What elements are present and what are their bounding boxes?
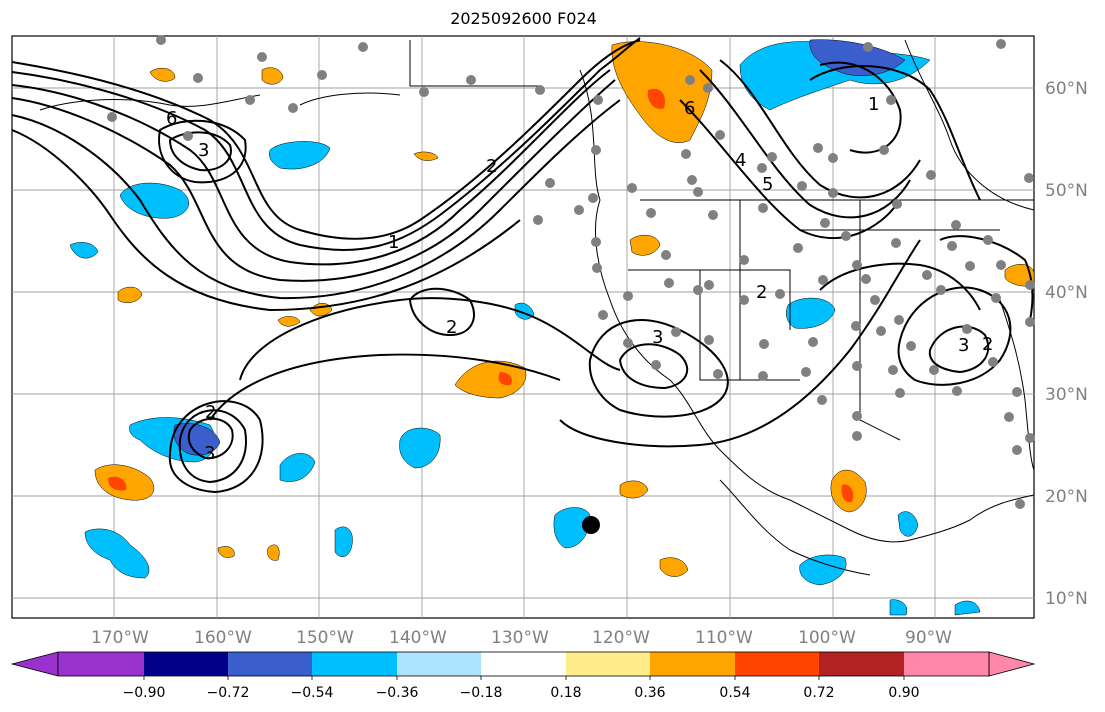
coastlines: [39, 39, 1035, 576]
station-dots: [107, 35, 1035, 509]
colorbar-tick-label: 0.36: [634, 685, 665, 701]
colorbar-max-extend: [988, 651, 1036, 677]
colorbar-segment: [481, 652, 566, 676]
lon-label: 100°W: [798, 628, 856, 648]
colorbar-segment: [735, 652, 819, 676]
colorbar-segment: [566, 652, 650, 676]
contour-label: 2: [486, 156, 497, 177]
colorbar-segment: [228, 652, 312, 676]
longitude-labels: 170°W 160°W 150°W 140°W 130°W 120°W 110°…: [91, 628, 952, 648]
contour-label: 2: [982, 334, 993, 355]
lon-label: 120°W: [592, 628, 650, 648]
contour-label: 4: [735, 150, 746, 171]
black-marker: [582, 516, 600, 534]
lon-label: 130°W: [491, 628, 549, 648]
contour-label: 3: [204, 443, 215, 464]
colorbar-tick-label: −0.18: [460, 685, 503, 701]
lat-label: 50°N: [1045, 181, 1088, 201]
lon-label: 150°W: [296, 628, 354, 648]
contour-label: 2: [756, 282, 767, 303]
contour-label: 5: [762, 174, 773, 195]
colorbar-segment: [904, 652, 989, 676]
lat-label: 20°N: [1045, 487, 1088, 507]
colorbar-tick-label: −0.72: [207, 685, 250, 701]
colorbar-segment: [58, 652, 144, 676]
contour-label: 2: [446, 317, 457, 338]
colorbar-tick-labels: −0.90 −0.72 −0.54 −0.36 −0.18 0.18 0.36 …: [123, 685, 920, 701]
lon-label: 160°W: [194, 628, 252, 648]
contour-label: 3: [958, 335, 969, 356]
colorbar-segment: [650, 652, 735, 676]
colorbar-segment: [312, 652, 397, 676]
lat-label: 60°N: [1045, 79, 1088, 99]
contour-lines: [11, 37, 1034, 494]
lon-label: 140°W: [389, 628, 447, 648]
lon-label: 90°W: [905, 628, 952, 648]
figure-title: 2025092600 F024: [450, 9, 597, 28]
contour-label: 1: [868, 94, 879, 115]
colorbar-tick-label: −0.36: [376, 685, 419, 701]
map-frame: [11, 35, 1035, 619]
lon-label: 110°W: [695, 628, 753, 648]
colorbar-segment: [819, 652, 904, 676]
colorbar-outline: [57, 651, 990, 677]
contour-label: 3: [198, 140, 209, 161]
gridlines: [12, 36, 1034, 618]
contour-label: 2: [205, 402, 216, 423]
lat-label: 40°N: [1045, 283, 1088, 303]
colorbar-tick-label: 0.18: [550, 685, 581, 701]
lon-label: 170°W: [91, 628, 149, 648]
lat-label: 10°N: [1045, 589, 1088, 609]
colorbar-tick-label: −0.54: [291, 685, 334, 701]
colorbar-segment: [397, 652, 481, 676]
colorbar-tick-label: 0.90: [888, 685, 919, 701]
contour-label-group: 6 3 1 2 2 3 2 3 6 4 5 1 2 3 2: [166, 94, 993, 464]
contour-label: 1: [388, 232, 399, 253]
colorbar: −0.90 −0.72 −0.54 −0.36 −0.18 0.18 0.36 …: [10, 651, 1036, 701]
lat-label: 30°N: [1045, 385, 1088, 405]
latitude-labels: 60°N 50°N 40°N 30°N 20°N 10°N: [1045, 79, 1088, 609]
contour-label: 6: [684, 98, 695, 119]
colorbar-tick-label: 0.72: [803, 685, 834, 701]
colorbar-ticks: [143, 676, 905, 680]
colorbar-tick-label: −0.90: [123, 685, 166, 701]
contour-label: 6: [166, 108, 177, 129]
colorbar-segment: [144, 652, 228, 676]
colorbar-min-extend: [10, 651, 59, 677]
colorbar-tick-label: 0.54: [719, 685, 750, 701]
contour-label: 3: [652, 327, 663, 348]
